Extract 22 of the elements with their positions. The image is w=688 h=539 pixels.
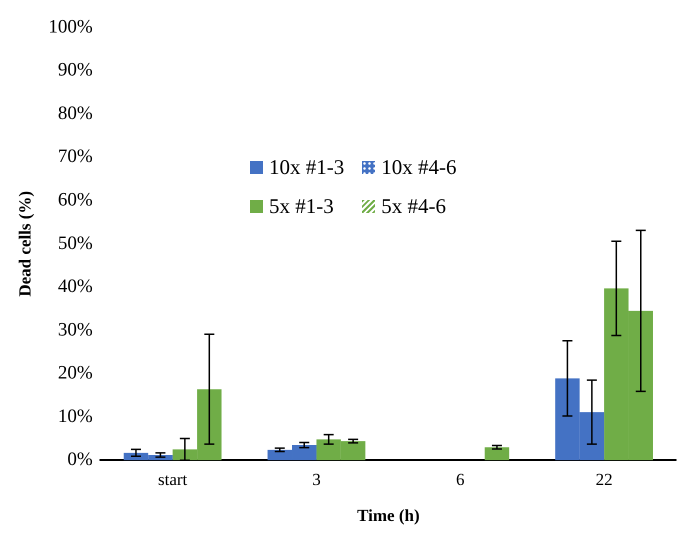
legend-label: 5x #4-6 [381,194,446,219]
x-tick-label: 3 [312,470,321,489]
y-tick-label: 10% [58,406,93,427]
x-tick-label: 6 [456,470,465,489]
y-tick-label: 20% [58,362,93,384]
y-tick-label: 50% [58,232,93,254]
y-tick-label: 80% [58,102,93,124]
y-tick-label: 30% [58,319,93,340]
legend-label: 10x #1-3 [269,155,344,180]
y-tick-label: 100% [48,16,93,38]
bar [484,447,510,460]
y-tick-label: 60% [58,190,93,211]
x-tick-label: start [158,470,188,489]
x-axis-title: Time (h) [357,506,420,526]
y-tick-label: 40% [58,276,93,298]
y-tick-label: 90% [58,60,93,81]
y-axis-title: Dead cells (%) [16,190,35,297]
legend-label: 10x #4-6 [381,155,456,180]
x-tick-label: 22 [596,470,613,489]
legend-label: 5x #1-3 [269,194,334,219]
y-tick-label: 0% [67,449,93,470]
y-tick-label: 70% [58,146,93,168]
